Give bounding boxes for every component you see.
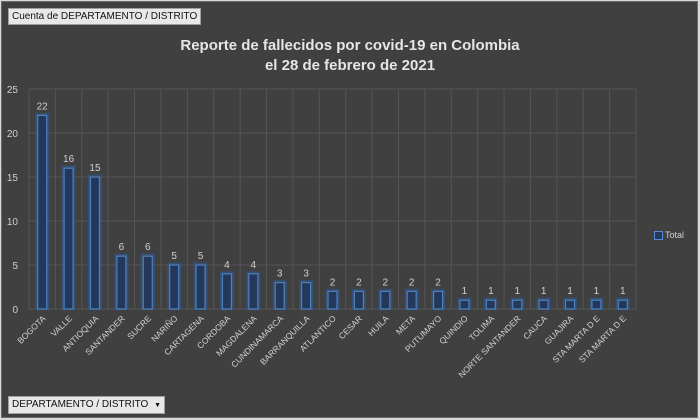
data-label: 2 bbox=[330, 277, 336, 288]
bar bbox=[89, 176, 101, 310]
bar bbox=[459, 299, 470, 310]
axis-field-button[interactable]: DEPARTAMENTO / DISTRITO ▼ bbox=[8, 396, 166, 414]
chart-title-line-2: el 28 de febrero de 2021 bbox=[264, 57, 436, 74]
bar bbox=[195, 264, 206, 310]
data-label: 2 bbox=[435, 277, 441, 288]
legend-swatch bbox=[654, 230, 663, 240]
x-tick-label: STA MARTA D E bbox=[577, 313, 629, 365]
bar bbox=[327, 290, 338, 310]
data-label: 1 bbox=[594, 286, 600, 297]
y-tick-label: 20 bbox=[7, 129, 19, 140]
bar bbox=[301, 282, 312, 310]
data-label: 3 bbox=[303, 269, 309, 280]
bar bbox=[142, 255, 153, 310]
data-label: 2 bbox=[409, 277, 415, 288]
bar bbox=[538, 299, 549, 310]
data-label: 1 bbox=[488, 286, 494, 297]
data-label: 15 bbox=[89, 163, 101, 174]
chart-title-line-1: Reporte de fallecidos por covid-19 en Co… bbox=[180, 37, 520, 54]
bar bbox=[617, 299, 628, 310]
x-tick-label: QUINDIO bbox=[437, 313, 470, 346]
y-tick-label: 5 bbox=[12, 261, 18, 272]
y-tick-label: 0 bbox=[12, 305, 18, 316]
bar bbox=[406, 290, 417, 310]
x-tick-label: CESAR bbox=[337, 313, 365, 341]
value-field-button[interactable]: Cuenta de DEPARTAMENTO / DISTRITO bbox=[8, 8, 202, 25]
legend-label: Total bbox=[665, 230, 685, 240]
legend: Total bbox=[654, 230, 684, 240]
bar bbox=[512, 299, 523, 310]
bar bbox=[63, 167, 74, 310]
bar bbox=[37, 114, 48, 310]
data-label: 2 bbox=[383, 277, 389, 288]
dropdown-arrow-icon: ▼ bbox=[154, 402, 162, 409]
y-tick-label: 25 bbox=[7, 85, 19, 96]
bar bbox=[432, 290, 444, 310]
y-tick-label: 15 bbox=[7, 173, 19, 184]
data-label: 5 bbox=[171, 251, 177, 262]
x-tick-label: BOGOTA bbox=[15, 313, 48, 346]
data-label: 1 bbox=[462, 286, 468, 297]
data-label: 2 bbox=[356, 277, 362, 288]
data-label: 1 bbox=[514, 286, 520, 297]
data-label: 1 bbox=[541, 286, 547, 297]
bar bbox=[591, 299, 602, 310]
data-label: 6 bbox=[119, 242, 125, 253]
bar bbox=[274, 282, 285, 310]
chart-title: Reporte de fallecidos por covid-19 en Co… bbox=[0, 36, 700, 76]
data-label: 5 bbox=[198, 251, 204, 262]
data-label: 3 bbox=[277, 269, 283, 280]
bar bbox=[169, 264, 180, 310]
y-tick-label: 10 bbox=[7, 217, 19, 228]
bar bbox=[485, 299, 496, 310]
data-label: 6 bbox=[145, 242, 151, 253]
bar bbox=[564, 299, 576, 310]
x-tick-label: HUILA bbox=[366, 313, 391, 338]
x-tick-label: VALLE bbox=[49, 313, 75, 339]
bar bbox=[248, 273, 259, 310]
data-label: 4 bbox=[224, 260, 230, 271]
bar bbox=[116, 255, 127, 310]
data-label: 4 bbox=[251, 260, 257, 271]
bar bbox=[380, 290, 391, 310]
bar bbox=[353, 290, 364, 310]
bar bbox=[221, 273, 233, 310]
data-label: 1 bbox=[567, 286, 573, 297]
x-tick-label: META bbox=[394, 313, 418, 337]
data-label: 22 bbox=[37, 101, 49, 112]
data-label: 1 bbox=[620, 286, 626, 297]
data-label: 16 bbox=[63, 154, 75, 165]
axis-field-label: DEPARTAMENTO / DISTRITO bbox=[12, 399, 149, 410]
